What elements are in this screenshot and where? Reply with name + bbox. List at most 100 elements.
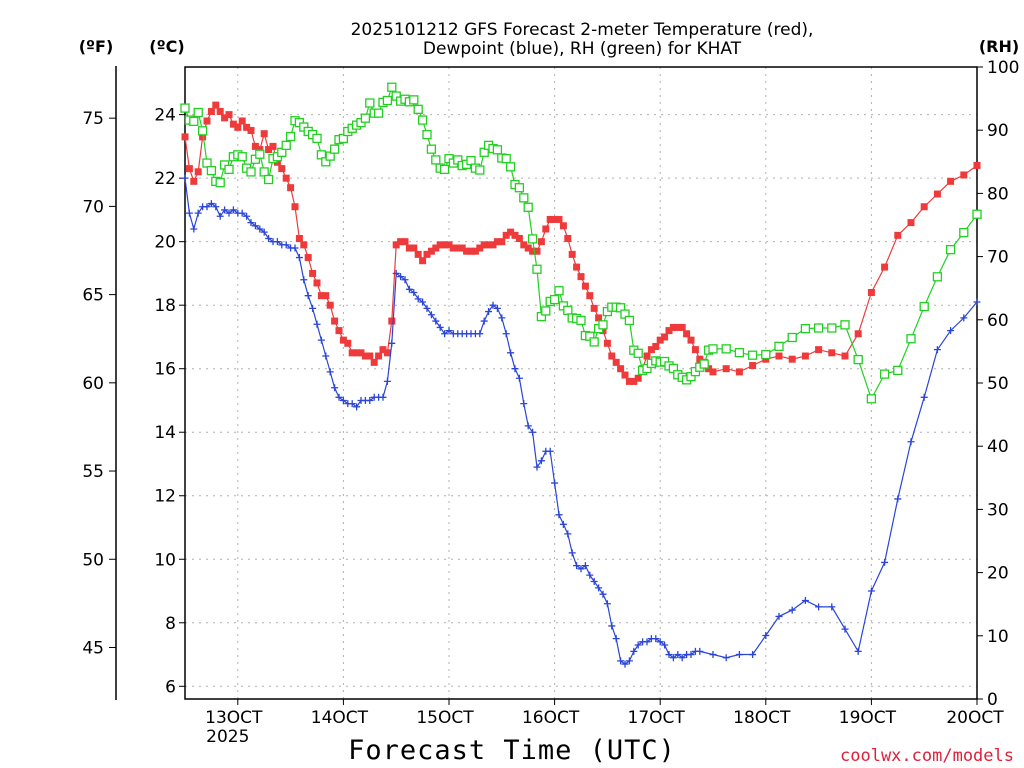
dewpoint-point [212,203,220,211]
time-tick-label: 13OCT [205,708,263,728]
rh-point [259,167,269,177]
fahrenheit-axis: 45 50 55 60 65 70 75 [82,109,116,658]
rh-point [206,165,217,176]
rh-point [554,286,564,296]
temperature-point [960,171,968,179]
temperature-point [515,234,523,242]
temperature-point [397,238,405,246]
rh-tick-label: 20 [987,564,1009,584]
dewpoint-point [520,400,528,408]
rh-point [734,348,745,358]
rh-tick-label: 30 [987,500,1009,520]
temperature-point [313,279,321,287]
dewpoint-point [533,463,541,471]
temperature-point [476,244,484,252]
temperature-point [194,168,202,176]
time-tick-label: 20OCT [946,708,1004,728]
temperature-point [238,117,246,125]
rh-point [532,264,542,274]
dewpoint-point [216,212,224,220]
temperature-point [282,174,290,182]
rh-tick-label: 50 [987,374,1009,394]
temperature-point [529,247,537,255]
dewpoint-point [317,336,325,344]
dewpoint-point [933,346,941,354]
dewpoint-point [625,657,633,665]
temperature-point [419,257,427,265]
rh-point [959,227,969,238]
grid-lines [185,67,978,699]
rh-axis: 0 10 20 30 40 50 60 70 80 90 100 [977,58,1019,710]
rh-point [215,178,225,188]
dewpoint-point [335,393,343,401]
rh-tick-label: 80 [987,184,1009,204]
celsius-tick-label: 6 [165,677,176,697]
dewpoint-point [397,273,405,281]
temperature-point [555,215,563,223]
dewpoint-point [867,587,875,595]
temperature-point [414,250,422,258]
dewpoint-point [485,308,493,316]
temperature-point [348,349,356,357]
dewpoint-point [436,323,444,331]
rh-point [197,126,208,136]
temperature-point [678,323,686,331]
rh-point [514,183,525,193]
temperature-point [207,107,215,115]
rh-point [827,323,837,333]
dewpoint-point [656,638,664,646]
dewpoint-point [775,612,783,620]
temperature-point [225,111,233,119]
temperature-point [216,107,224,115]
temperature-point [705,365,713,373]
temperature-point [621,371,629,379]
rh-point [906,334,916,344]
rh-tick-label: 10 [987,627,1009,647]
rh-point [549,294,560,305]
dewpoint-point [489,301,497,309]
temperature-point [322,292,330,300]
rh-tick-label: 90 [987,121,1009,141]
dewpoint-point [559,520,567,528]
dewpoint-point [920,393,928,401]
temperature-point [841,352,849,360]
temperature-point [683,330,691,338]
fahrenheit-tick-label: 55 [82,462,104,482]
rh-point [382,95,393,106]
rh-point [624,315,635,326]
rh-point [373,108,384,118]
rh-point [893,365,903,376]
series-layer [180,82,982,668]
dewpoint-point [634,641,642,649]
temperature-point [696,355,704,363]
dewpoint-point [643,638,651,646]
temperature-point [370,358,378,366]
dewpoint-point [313,320,321,328]
rh-point [237,152,247,162]
celsius-tick-label: 24 [154,106,176,126]
temperature-point [458,244,466,252]
temperature-point [489,241,497,249]
dewpoint-point [353,403,361,411]
dewpoint-point [383,377,391,385]
temperature-point [551,215,559,223]
rh-point [409,95,419,105]
dewpoint-point [339,396,347,404]
temperature-point [291,203,299,211]
dewpoint-point [568,549,576,557]
temperature-point [586,292,594,300]
dewpoint-point [427,311,435,319]
dewpoint-point [788,606,796,614]
temperature-point [190,177,198,185]
time-tick-label: 19OCT [839,708,897,728]
dewpoint-point [612,635,620,643]
dewpoint-point [907,438,915,446]
rh-point [840,320,850,330]
celsius-tick-label: 20 [154,233,176,253]
temperature-point [612,358,620,366]
temperature-point [366,352,374,360]
time-tick-label: 18OCT [733,708,791,728]
dewpoint-point [348,400,356,408]
dewpoint-point [388,339,396,347]
temperature-point [353,349,361,357]
